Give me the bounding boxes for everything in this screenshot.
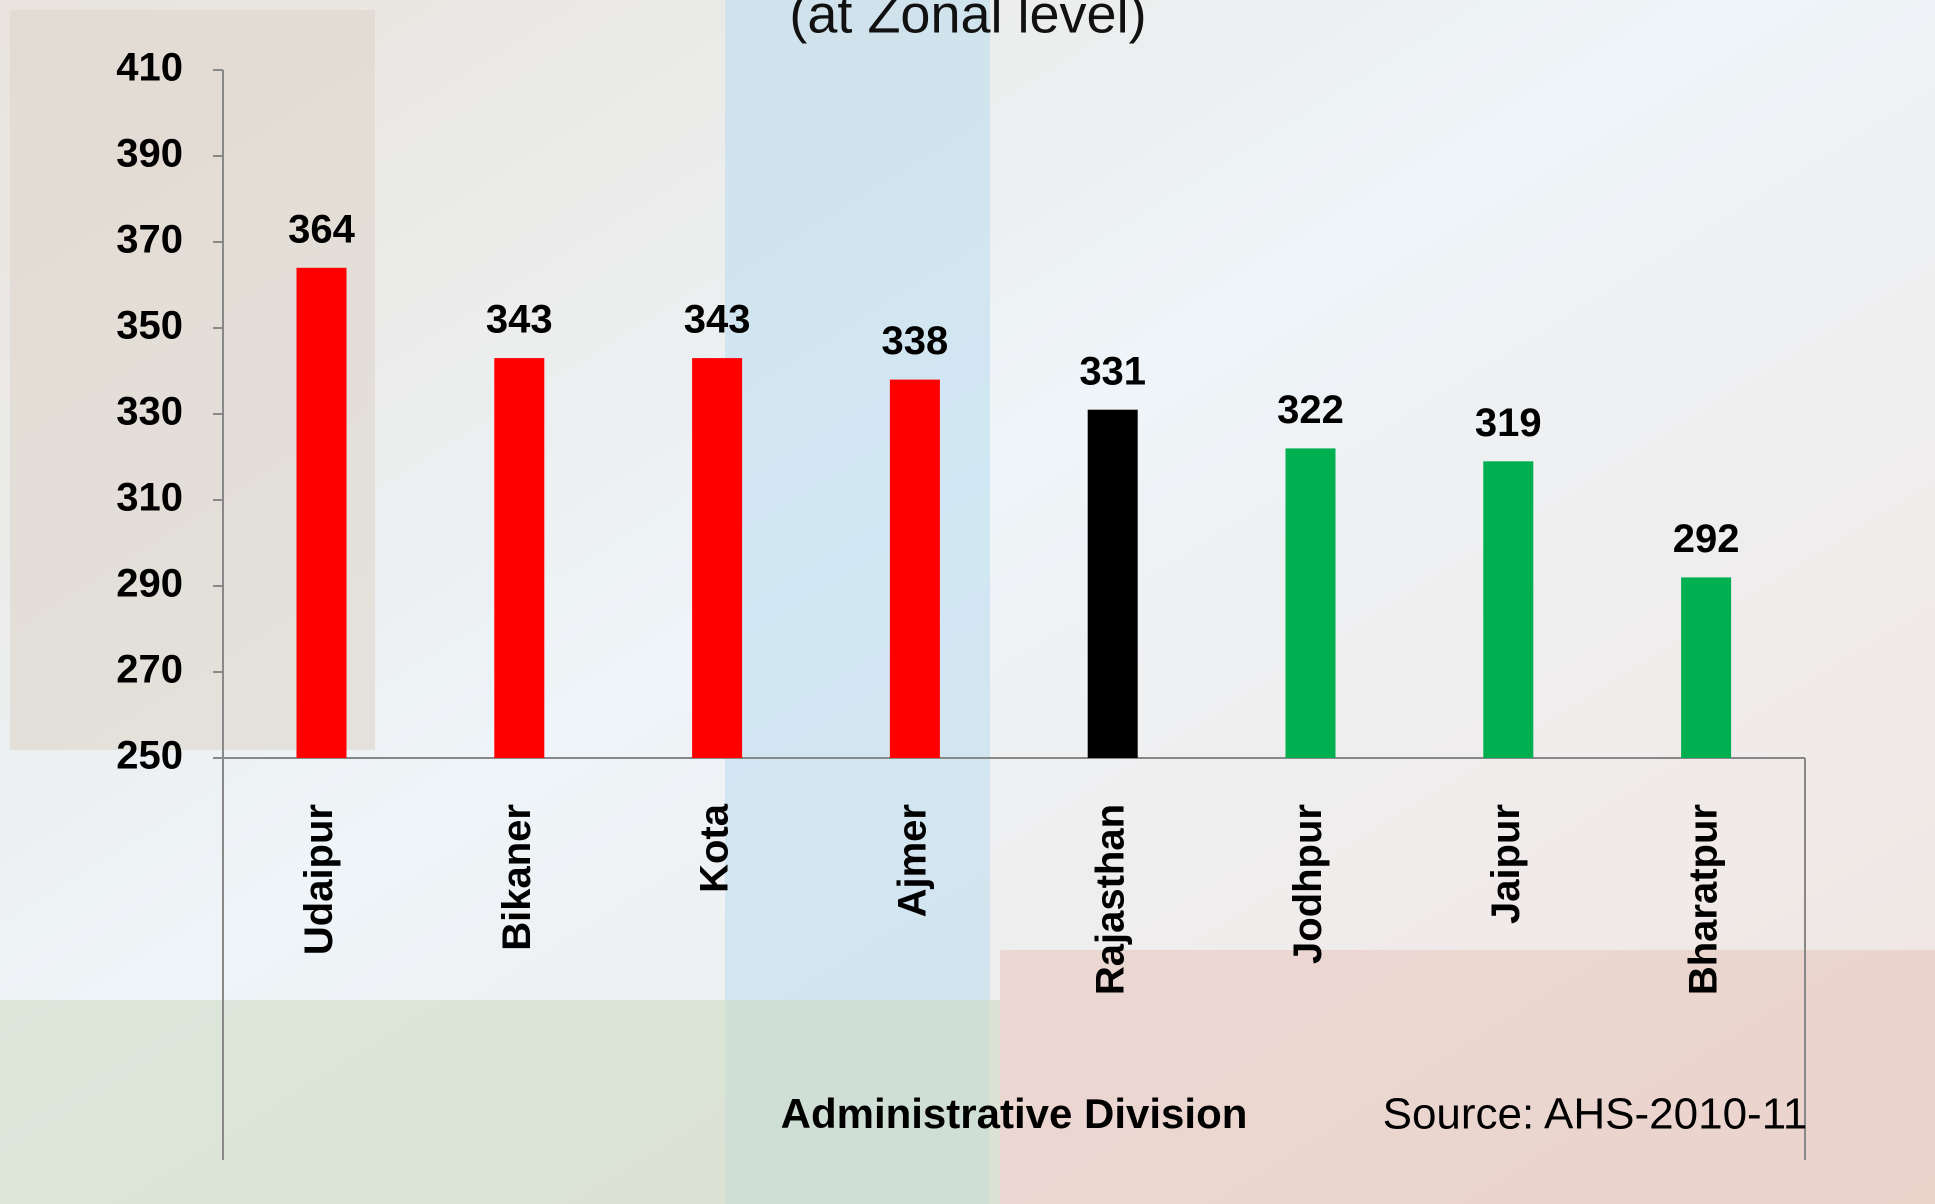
x-tick-label: Kota bbox=[693, 803, 737, 893]
x-tick-label: Bharatpur bbox=[1682, 804, 1726, 995]
value-label: 343 bbox=[684, 298, 751, 342]
x-tick-label: Jaipur bbox=[1484, 804, 1528, 924]
bg-steps bbox=[1000, 950, 1935, 1204]
y-tick-label: 390 bbox=[116, 132, 183, 176]
x-tick-label: Jodhpur bbox=[1286, 804, 1330, 964]
bar bbox=[890, 380, 940, 758]
bar bbox=[494, 358, 544, 758]
y-tick-label: 250 bbox=[116, 734, 183, 778]
bar bbox=[1286, 448, 1336, 758]
bar bbox=[297, 268, 347, 758]
y-tick-label: 310 bbox=[116, 476, 183, 520]
y-tick-label: 410 bbox=[116, 46, 183, 90]
value-label: 322 bbox=[1277, 388, 1344, 432]
chart-title: (at Zonal level) bbox=[789, 0, 1146, 44]
source-note: Source: AHS-2010-11 bbox=[1383, 1090, 1808, 1139]
x-tick-label: Rajasthan bbox=[1088, 804, 1132, 995]
bar bbox=[1483, 461, 1533, 758]
bar bbox=[692, 358, 742, 758]
y-tick-label: 270 bbox=[116, 648, 183, 692]
bar bbox=[1681, 577, 1731, 758]
value-label: 331 bbox=[1079, 349, 1146, 393]
y-tick-label: 370 bbox=[116, 218, 183, 262]
bar bbox=[1088, 410, 1138, 758]
x-axis-label: Administrative Division bbox=[781, 1090, 1248, 1137]
x-tick-label: Ajmer bbox=[890, 804, 934, 917]
chart: (at Zonal level) Administrative Division… bbox=[0, 0, 1935, 1204]
page: (at Zonal level) Administrative Division… bbox=[0, 0, 1935, 1204]
x-tick-label: Udaipur bbox=[297, 804, 341, 955]
x-tick-label: Bikaner bbox=[495, 804, 539, 951]
value-label: 292 bbox=[1673, 517, 1740, 561]
y-tick-label: 290 bbox=[116, 562, 183, 606]
y-tick-label: 330 bbox=[116, 390, 183, 434]
value-label: 343 bbox=[486, 298, 553, 342]
value-label: 319 bbox=[1475, 401, 1542, 445]
value-label: 364 bbox=[288, 207, 355, 251]
value-label: 338 bbox=[882, 319, 949, 363]
y-tick-label: 350 bbox=[116, 304, 183, 348]
